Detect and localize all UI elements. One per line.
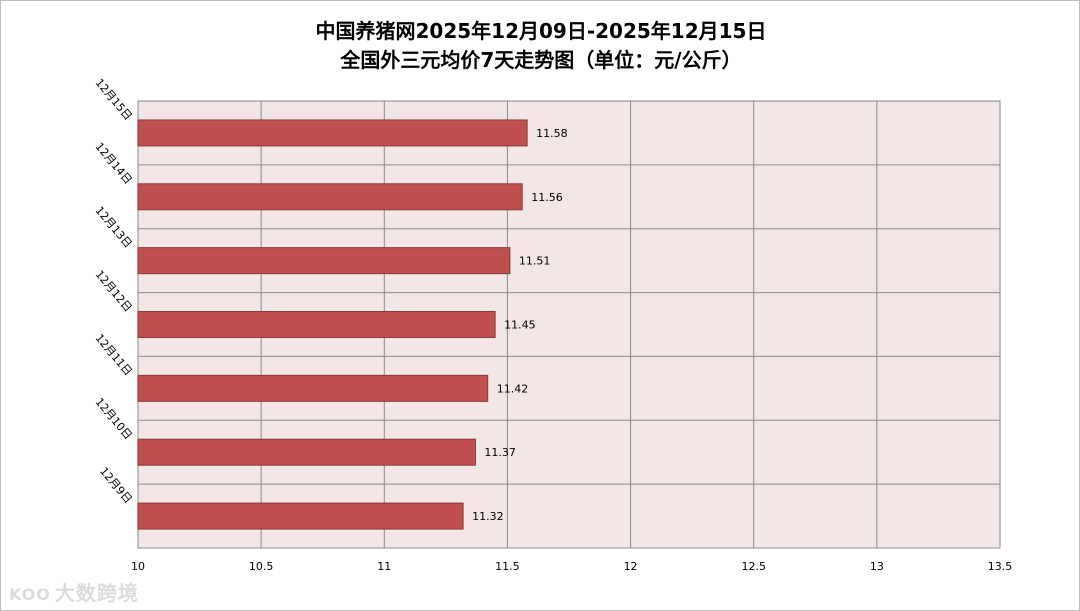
data-label: 11.37 <box>484 446 516 459</box>
y-tick-label: 12月14日 <box>93 140 135 187</box>
bar <box>137 183 523 211</box>
data-label: 11.51 <box>519 255 551 268</box>
y-tick-label: 12月9日 <box>97 465 135 506</box>
x-tick-label: 12.5 <box>741 560 766 573</box>
x-tick-label: 11 <box>377 560 391 573</box>
x-tick-label: 13 <box>870 560 884 573</box>
y-tick-label: 12月10日 <box>93 395 135 442</box>
data-label: 11.32 <box>472 510 504 523</box>
x-tick-label: 10.5 <box>249 560 274 573</box>
data-label: 11.45 <box>504 319 535 332</box>
watermark-logo: KOO <box>9 585 51 604</box>
y-tick-label: 12月15日 <box>93 76 135 123</box>
data-label: 11.42 <box>497 382 529 395</box>
y-tick-label: 12月11日 <box>93 332 135 379</box>
x-tick-label: 12 <box>624 560 638 573</box>
watermark: KOO 大数跨境 <box>9 577 139 606</box>
bar <box>137 374 489 402</box>
plot-area: 10 10.5 11 11.5 12 12.5 13 13.5 11.58 12月15日 11.56… <box>93 76 1013 573</box>
chart-title-line-1: 中国养猪网2025年12月09日-2025年12月15日 <box>316 19 767 43</box>
x-tick-label: 10 <box>131 560 145 573</box>
data-label: 11.56 <box>531 191 563 204</box>
bar <box>137 311 496 338</box>
data-label: 11.58 <box>536 127 568 140</box>
y-tick-label: 12月12日 <box>93 268 135 315</box>
bar <box>137 247 511 275</box>
x-tick-label: 11.5 <box>495 560 520 573</box>
chart-title-line-2: 全国外三元均价7天走势图（单位：元/公斤） <box>339 48 741 72</box>
bar <box>137 438 476 466</box>
watermark-text: 大数跨境 <box>54 581 139 605</box>
bar <box>137 119 528 147</box>
y-tick-label: 12月13日 <box>93 204 135 251</box>
bar <box>137 502 464 530</box>
x-tick-label: 13.5 <box>988 560 1013 573</box>
